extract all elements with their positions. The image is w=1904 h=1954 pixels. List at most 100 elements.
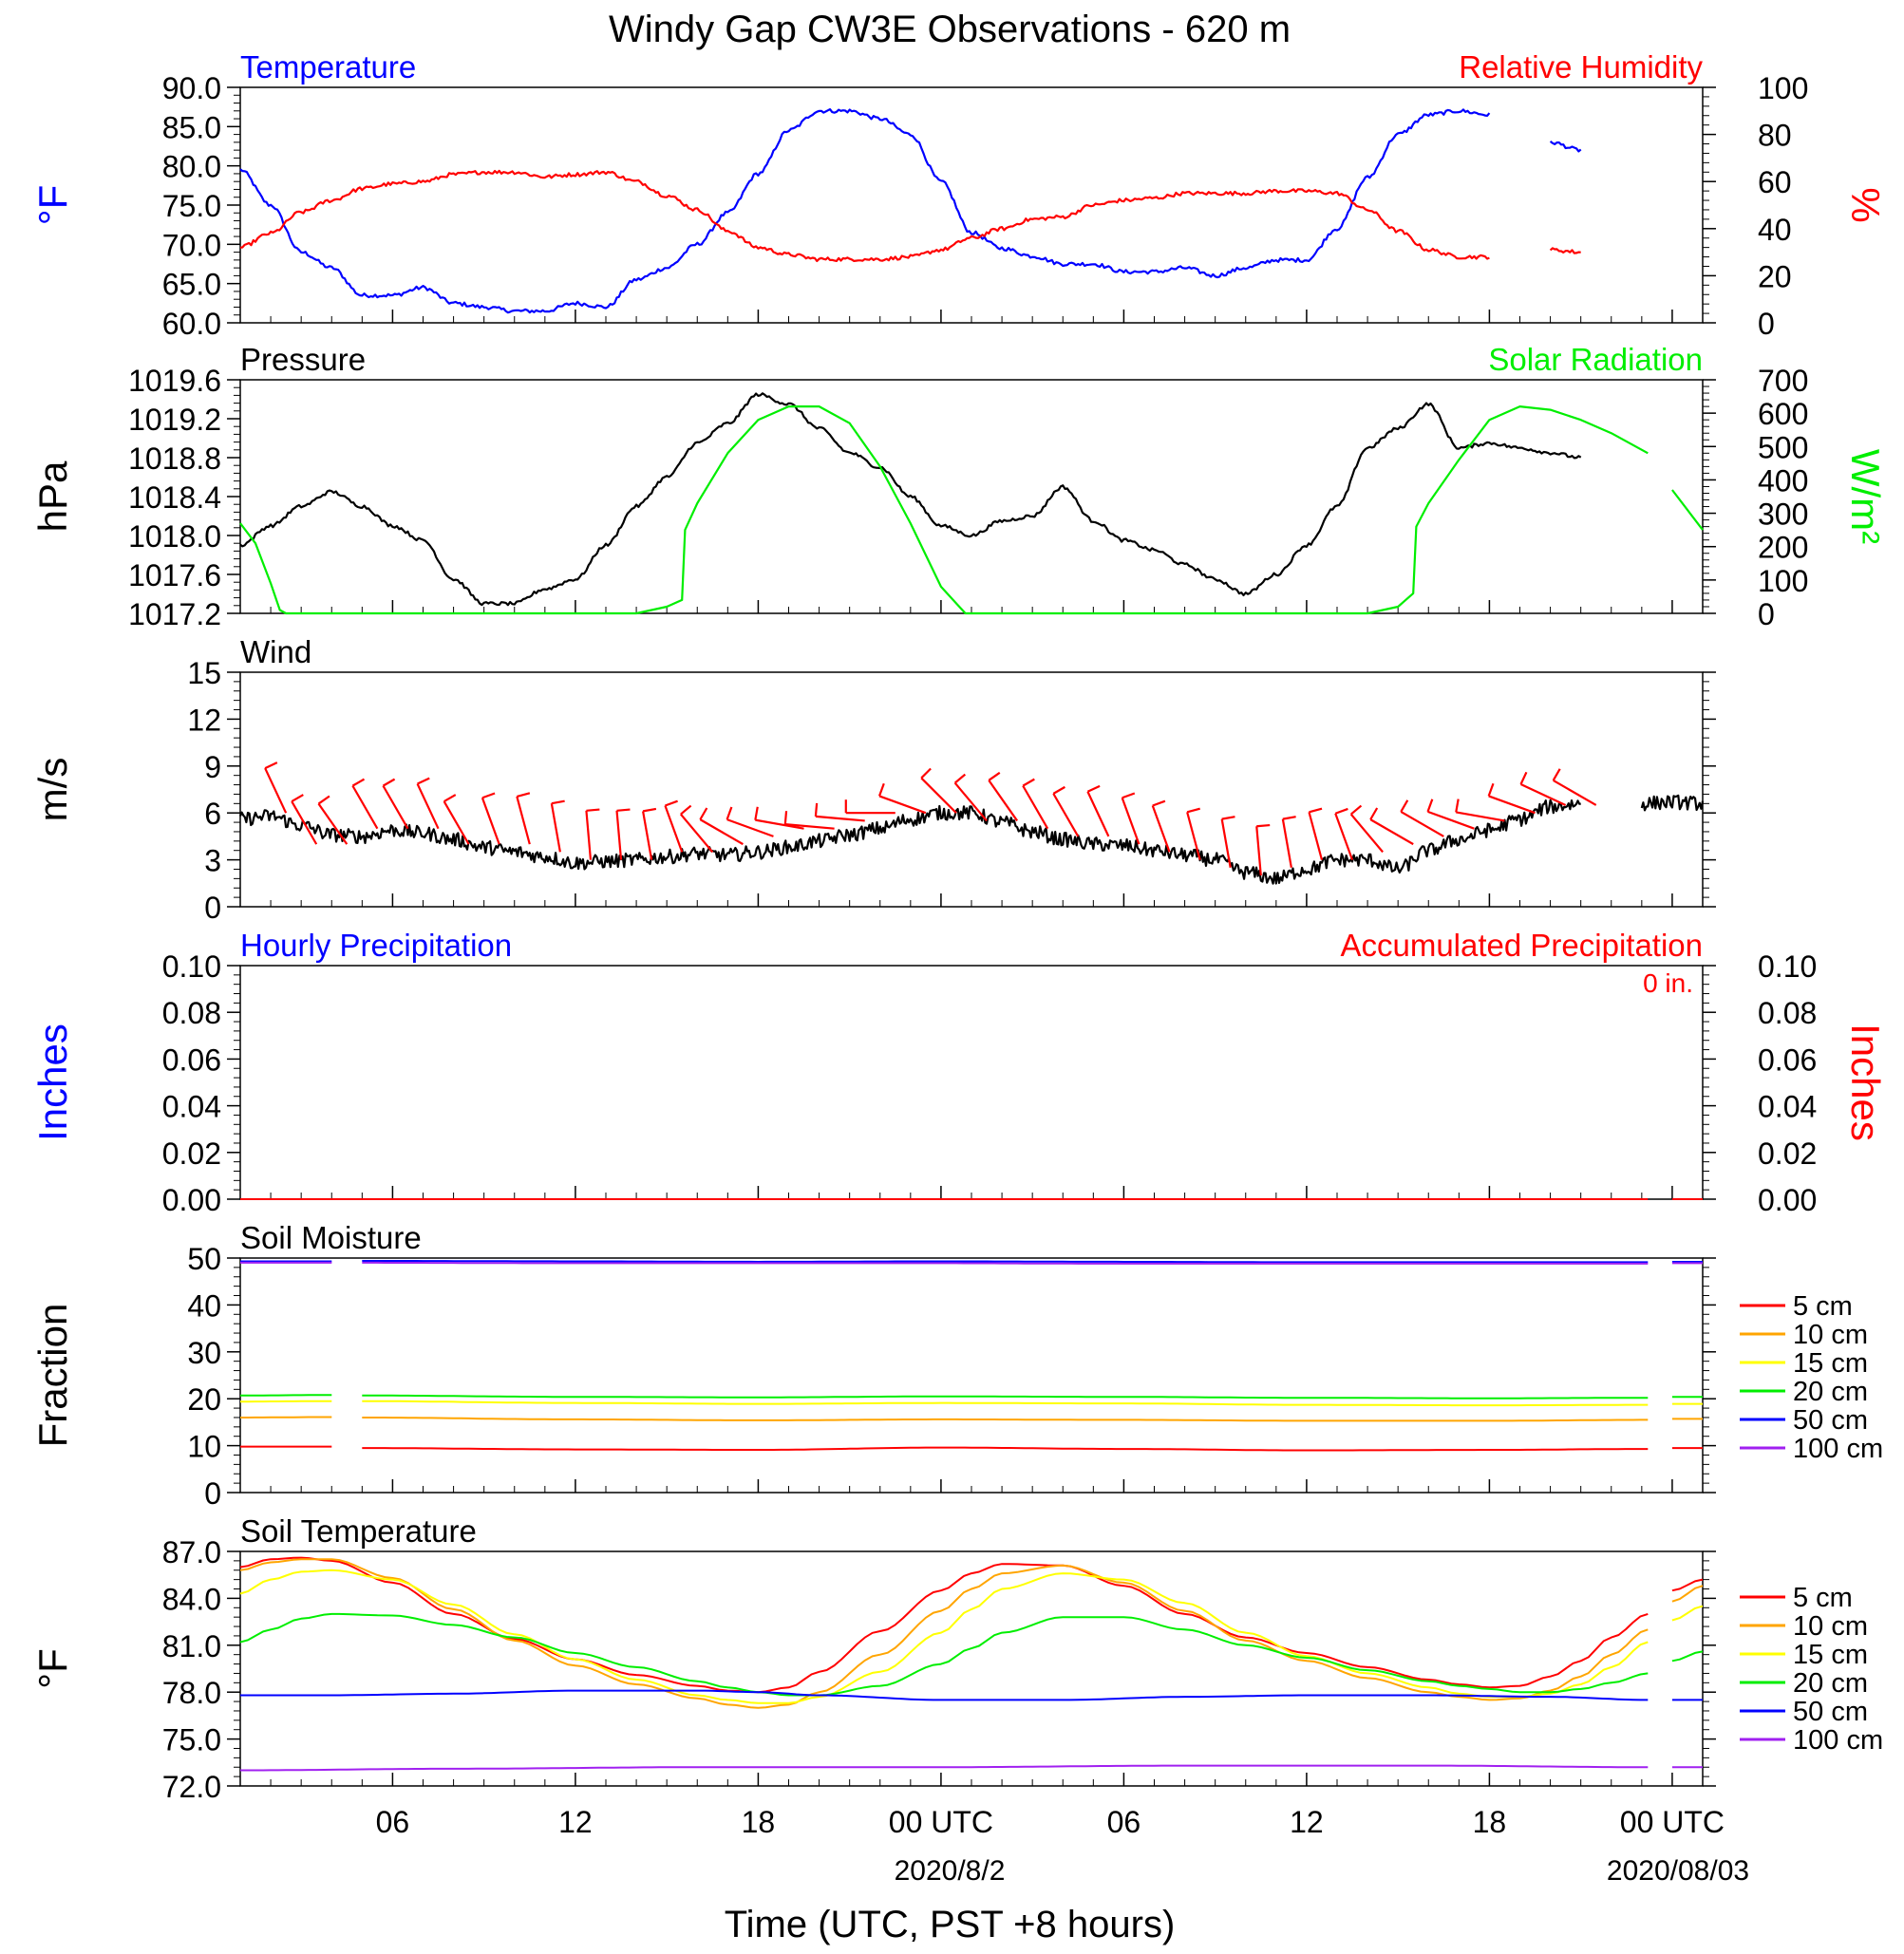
wind-barb-flag [1186, 807, 1200, 814]
wind-barb [988, 771, 1019, 822]
plot-frame [239, 1257, 1704, 1494]
wind-barb-shaft [1520, 782, 1567, 806]
y-tick-label-left: 20 [187, 1382, 221, 1417]
y-tick-label-right: 0.10 [1758, 949, 1817, 984]
y-tick-label-left: 1018.4 [128, 480, 221, 515]
wind-barb-shaft [1086, 791, 1110, 837]
series-5-cm [239, 1556, 1704, 1694]
y-tick-label-left: 9 [204, 750, 221, 784]
panel-title-right: Relative Humidity [1459, 49, 1703, 85]
series-50-cm [240, 1689, 1703, 1701]
wind-barb-shaft [291, 800, 318, 845]
series-20-cm [240, 1394, 1703, 1400]
wind-barb [481, 792, 500, 845]
legend-label: 5 cm [1793, 1583, 1853, 1613]
wind-barb [382, 778, 409, 830]
wind-barb-flag [1122, 792, 1136, 799]
y-tick-label-left: 40 [187, 1288, 221, 1323]
wind-barb [291, 794, 318, 845]
wind-barb [726, 806, 774, 837]
panel-6: 72.0 75.0 78.0 81.0 84.0 87.0 Soil Temperature… [30, 1513, 1883, 1804]
wind-barb [1151, 799, 1171, 853]
y-tick-label-left: 1017.6 [128, 558, 221, 592]
wind-barb-shaft [699, 818, 744, 846]
y-tick-label-left: 12 [187, 703, 221, 737]
y-tick-label-left: 75.0 [162, 1723, 221, 1757]
wind-barb-flag [291, 794, 304, 803]
wind-barb-flag [1052, 785, 1065, 795]
series-line [240, 1416, 332, 1419]
wind-barb-flag [953, 773, 967, 784]
legend-label: 10 cm [1793, 1611, 1868, 1642]
y-tick-label-left: 65.0 [162, 268, 221, 302]
wind-barb [443, 794, 470, 845]
series-15-cm [240, 1400, 1703, 1407]
wind-barb-shaft [988, 780, 1019, 822]
series-line [362, 1446, 1649, 1452]
wind-barb-shaft [550, 802, 561, 853]
wind-barb-shaft [516, 796, 531, 845]
wind-barb-shaft [1488, 795, 1536, 815]
wind-barb [1349, 804, 1384, 854]
series-line [1671, 1605, 1704, 1622]
wind-barb-shaft [264, 767, 288, 814]
y-axis-label-left: hPa [30, 460, 75, 532]
wind-barb-flag [351, 778, 366, 787]
y-tick-label-left: 78.0 [162, 1676, 221, 1710]
series-line [239, 1612, 1649, 1697]
series-wind [238, 794, 1705, 885]
wind-barb [416, 777, 440, 830]
wind-barb [1334, 807, 1354, 860]
y-tick-label-right: 40 [1758, 213, 1792, 247]
series-relative-humidity [239, 169, 1581, 262]
y-tick-label-right: 0.04 [1758, 1090, 1817, 1124]
y-tick-label-left: 6 [204, 797, 221, 831]
y-tick-label-right: 200 [1758, 531, 1808, 565]
y-tick-label-left: 60.0 [162, 307, 221, 341]
wind-barb [264, 761, 288, 814]
series-line [1671, 1585, 1704, 1603]
y-tick-label-right: 700 [1758, 364, 1808, 398]
wind-barb-shaft [443, 800, 470, 845]
y-tick-label-left: 85.0 [162, 110, 221, 144]
wind-barb-shaft [878, 795, 927, 815]
wind-barb-shaft [1220, 818, 1232, 869]
wind-barb-flag [920, 767, 932, 780]
y-tick-label-right: 500 [1758, 430, 1808, 464]
wind-barb-shaft [1151, 805, 1171, 853]
y-tick-label-left: 10 [187, 1430, 221, 1464]
panel-3: 0 3 6 9 12 15 Wind m/s [30, 634, 1716, 925]
series-line [239, 392, 1582, 607]
legend-label: 20 cm [1793, 1377, 1868, 1407]
wind-barb [814, 802, 865, 822]
y-tick-label-left: 1019.6 [128, 364, 221, 398]
legend-label: 10 cm [1793, 1320, 1868, 1350]
wind-barb-shaft [1553, 780, 1597, 806]
wind-barb-flag [1426, 799, 1434, 813]
panel-title-left: Soil Moisture [240, 1220, 422, 1255]
wind-barb-shaft [382, 785, 409, 830]
plot-frame [239, 379, 1704, 614]
y-tick-label-left: 30 [187, 1336, 221, 1370]
wind-barb-shaft [317, 802, 349, 845]
y-tick-label-left: 75.0 [162, 189, 221, 223]
y-axis-label-left: Fraction [30, 1304, 75, 1448]
wind-barb-flag [1349, 804, 1363, 816]
wind-barb-flag [1455, 799, 1460, 813]
figure-title: Windy Gap CW3E Observations - 620 m [609, 9, 1291, 50]
y-tick-label-left: 0.08 [162, 996, 221, 1030]
wind-barb-flag [1152, 799, 1166, 807]
y-tick-label-right: 80 [1758, 119, 1792, 153]
series-line [362, 1261, 1649, 1265]
series-line [239, 1558, 1649, 1709]
wind-barb [585, 808, 600, 860]
wind-barb-shaft [615, 810, 623, 860]
y-tick-label-left: 1019.2 [128, 403, 221, 437]
y-tick-label-right: 600 [1758, 397, 1808, 431]
wind-barb-flag [699, 807, 708, 820]
y-tick-label-right: 100 [1758, 564, 1808, 598]
panel-title-right: Solar Radiation [1488, 342, 1703, 377]
